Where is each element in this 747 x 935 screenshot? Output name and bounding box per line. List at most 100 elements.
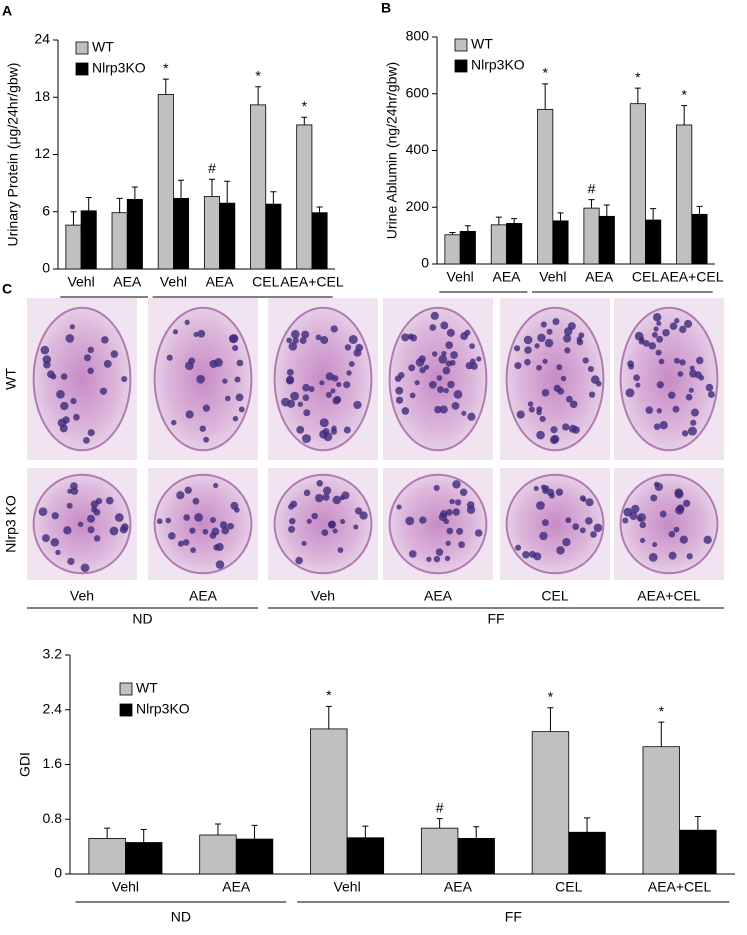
nucleus (110, 350, 119, 358)
nucleus (330, 388, 336, 394)
nucleus (552, 318, 560, 326)
nucleus (87, 367, 94, 375)
y-tick-label: 0 (54, 865, 62, 881)
nucleus (297, 401, 303, 407)
nucleus (450, 351, 458, 359)
nucleus (549, 435, 559, 445)
nucleus (197, 329, 206, 338)
nucleus (315, 493, 324, 503)
nucleus (38, 507, 48, 517)
bar (629, 103, 646, 265)
nucleus (653, 326, 659, 332)
nucleus (537, 333, 546, 343)
error-bar (542, 83, 549, 110)
nucleus (199, 425, 206, 432)
y-tick-label: 0 (42, 260, 50, 276)
nucleus (222, 378, 228, 384)
nucleus (650, 494, 658, 502)
nucleus (288, 525, 296, 533)
nucleus (446, 527, 454, 535)
error-bar (140, 829, 147, 843)
bar (457, 838, 495, 875)
nucleus (184, 319, 190, 325)
x-tick-label: AEA (585, 269, 614, 285)
column-label: Veh (311, 588, 335, 604)
nucleus (224, 395, 231, 402)
group-label: ND (171, 909, 191, 925)
nucleus (542, 358, 548, 364)
nucleus (524, 346, 532, 354)
nucleus (451, 401, 460, 410)
x-tick-label: AEA (206, 274, 235, 290)
nucleus (168, 532, 176, 540)
nucleus (285, 376, 294, 385)
legend-swatch (119, 682, 133, 696)
nucleus (674, 488, 684, 497)
error-bar (104, 827, 111, 839)
nucleus (569, 400, 578, 409)
nucleus (669, 322, 678, 330)
nucleus (332, 528, 338, 534)
nucleus (65, 334, 75, 343)
error-bar (634, 87, 641, 104)
x-tick-label: AEA (222, 879, 251, 895)
nucleus (419, 516, 427, 524)
significance-marker: * (681, 86, 687, 102)
bar (506, 223, 523, 265)
error-bar (85, 196, 92, 211)
nucleus (60, 401, 69, 411)
nucleus (696, 356, 704, 365)
error-bar (208, 178, 215, 197)
nucleus (232, 415, 239, 422)
nucleus (303, 409, 311, 417)
nucleus (66, 502, 73, 509)
nucleus (564, 347, 571, 354)
nucleus (572, 523, 580, 531)
nucleus (234, 376, 241, 383)
nucleus (286, 368, 294, 376)
bar (265, 203, 282, 270)
nucleus (183, 514, 191, 521)
nucleus (637, 516, 643, 522)
nucleus (105, 496, 114, 505)
glomerulus (619, 473, 719, 575)
nucleus (214, 358, 223, 367)
nucleus (550, 426, 558, 434)
nucleus (684, 319, 693, 328)
nucleus (527, 401, 534, 407)
significance-marker: * (659, 703, 665, 719)
nucleus (659, 510, 667, 518)
nucleus (679, 359, 686, 366)
x-tick-label: Vehl (333, 879, 360, 895)
error-bar (251, 824, 258, 840)
nucleus (234, 507, 240, 513)
bar (444, 234, 461, 265)
nucleus (582, 357, 589, 364)
nucleus (414, 380, 420, 386)
legend-label: Nlrp3KO (471, 57, 525, 73)
x-tick-label: AEA (113, 274, 142, 290)
nucleus (196, 374, 205, 384)
bar (235, 838, 274, 875)
x-tick-label: AEA+CEL (660, 269, 724, 285)
nucleus (431, 351, 438, 357)
nucleus (185, 410, 194, 419)
nucleus (203, 436, 210, 443)
nucleus (189, 527, 196, 534)
nucleus (456, 527, 464, 535)
significance-marker: # (436, 799, 444, 815)
y-tick-label: 1.6 (43, 755, 63, 771)
nucleus (215, 560, 225, 569)
nucleus (176, 491, 185, 500)
nucleus (302, 383, 310, 392)
error-bar (547, 707, 554, 732)
nucleus (302, 394, 310, 402)
nucleus (449, 359, 456, 366)
nucleus (69, 324, 75, 330)
nucleus (405, 516, 415, 526)
y-axis-label: GDI (17, 752, 33, 777)
nucleus (419, 366, 426, 374)
nucleus (707, 391, 715, 398)
y-tick-label: 24 (34, 31, 50, 47)
nucleus (703, 535, 712, 544)
